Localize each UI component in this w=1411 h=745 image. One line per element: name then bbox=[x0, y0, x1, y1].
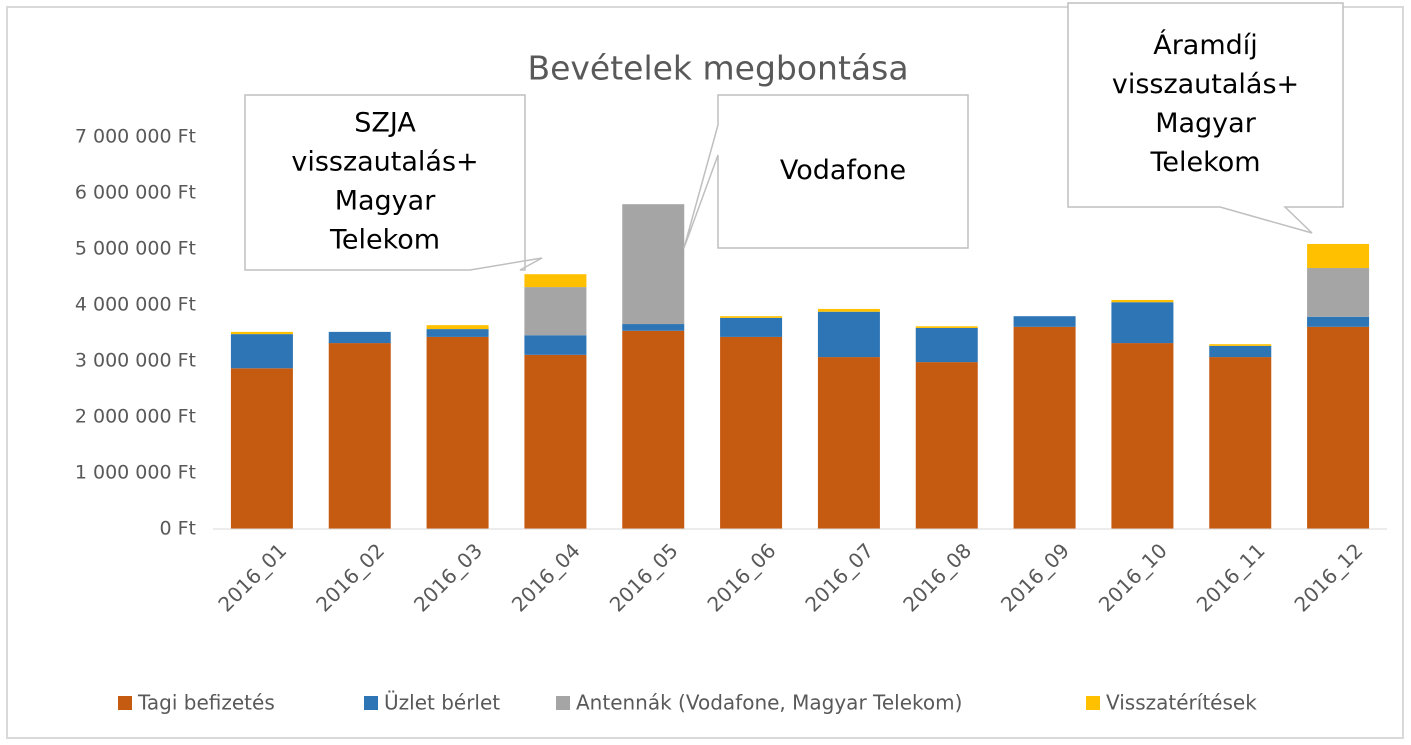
bar-segment bbox=[524, 287, 587, 336]
callout bbox=[683, 94, 969, 249]
bar-segment bbox=[328, 343, 391, 529]
callout-text: Áramdíj bbox=[1153, 29, 1258, 61]
legend-label: Üzlet bérlet bbox=[384, 691, 500, 715]
bar-segment bbox=[230, 331, 293, 335]
bar-segment bbox=[915, 326, 978, 328]
callout-text: visszautalás+ bbox=[291, 147, 478, 178]
bar-segment bbox=[328, 331, 391, 344]
y-tick-label: 4 000 000 Ft bbox=[75, 294, 196, 316]
callout-text: Magyar bbox=[335, 186, 437, 217]
bar-segment bbox=[1209, 344, 1272, 346]
bar-segment bbox=[230, 368, 293, 529]
bar-segment bbox=[720, 317, 783, 337]
callout-text: Vodafone bbox=[780, 155, 906, 186]
bar-segment bbox=[426, 329, 489, 337]
y-tick-label: 5 000 000 Ft bbox=[75, 238, 196, 260]
bar-segment bbox=[1111, 299, 1174, 303]
bar-segment bbox=[524, 274, 587, 288]
bar-segment bbox=[426, 336, 489, 529]
bar-segment bbox=[1307, 243, 1370, 269]
legend-swatch bbox=[118, 696, 132, 710]
y-tick-label: 3 000 000 Ft bbox=[75, 350, 196, 372]
bar-segment bbox=[524, 354, 587, 529]
bar-segment bbox=[1111, 343, 1174, 529]
bar-segment bbox=[426, 325, 489, 330]
bar-segment bbox=[622, 324, 685, 331]
legend-label: Antennák (Vodafone, Magyar Telekom) bbox=[576, 691, 962, 715]
callout-text: visszautalás+ bbox=[1112, 69, 1299, 100]
legend-label: Tagi befizetés bbox=[137, 691, 275, 715]
bar-segment bbox=[1013, 316, 1076, 327]
y-tick-label: 1 000 000 Ft bbox=[75, 462, 196, 484]
bar-segment bbox=[915, 362, 978, 529]
legend-label: Visszatérítések bbox=[1106, 691, 1257, 715]
bar-segment bbox=[230, 334, 293, 369]
legend-swatch bbox=[364, 696, 378, 710]
y-tick-label: 7 000 000 Ft bbox=[75, 126, 196, 148]
bar-segment bbox=[1307, 326, 1370, 529]
bar-segment bbox=[1209, 357, 1272, 529]
y-tick-label: 2 000 000 Ft bbox=[75, 406, 196, 428]
bar-segment bbox=[524, 335, 587, 355]
bar-segment bbox=[817, 311, 880, 358]
bar-segment bbox=[817, 308, 880, 312]
callout-text: Telekom bbox=[329, 225, 440, 256]
bar-segment bbox=[1013, 326, 1076, 529]
callout bbox=[244, 94, 543, 271]
bar-segment bbox=[622, 330, 685, 529]
bar-segment bbox=[1307, 316, 1370, 327]
callout-text: Telekom bbox=[1149, 147, 1260, 178]
bar-segment bbox=[915, 327, 978, 363]
callout-text: Magyar bbox=[1155, 108, 1257, 139]
legend-swatch bbox=[556, 696, 570, 710]
bar-segment bbox=[720, 316, 783, 318]
bar-segment bbox=[817, 357, 880, 529]
chart-title: Bevételek megbontása bbox=[527, 49, 908, 88]
y-tick-label: 0 Ft bbox=[159, 518, 196, 540]
bar-segment bbox=[1209, 345, 1272, 358]
bar-segment bbox=[622, 204, 685, 325]
callout-text: SZJA bbox=[354, 108, 416, 139]
bar-segment bbox=[1111, 302, 1174, 344]
bar-segment bbox=[720, 336, 783, 529]
legend-swatch bbox=[1086, 696, 1100, 710]
callout bbox=[1067, 2, 1344, 234]
bar-segment bbox=[1307, 268, 1370, 317]
y-tick-label: 6 000 000 Ft bbox=[75, 182, 196, 204]
